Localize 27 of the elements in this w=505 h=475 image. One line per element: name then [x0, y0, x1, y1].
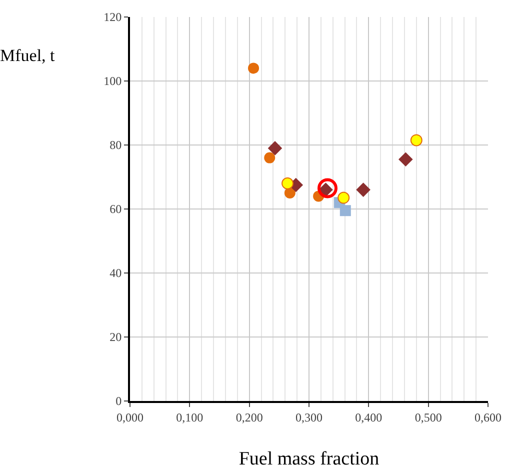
point	[248, 62, 260, 74]
point	[338, 192, 350, 204]
point	[268, 141, 282, 156]
y-tick-label: 100	[104, 74, 122, 88]
y-axis-title: Mfuel, t	[0, 46, 56, 65]
x-tick-label: 0,100	[176, 410, 204, 424]
point	[356, 182, 370, 197]
y-tick-label: 0	[116, 394, 122, 408]
y-tick-label: 40	[110, 266, 122, 280]
y-tick-label: 80	[110, 138, 122, 152]
x-tick-label: 0,300	[296, 410, 322, 424]
y-tick-label: 20	[110, 330, 122, 344]
x-tick-label: 0,000	[116, 410, 144, 424]
point	[284, 188, 296, 198]
x-tick-label: 0,400	[355, 410, 382, 424]
point	[398, 152, 413, 167]
x-tick-label: 0,600	[474, 410, 502, 424]
point	[282, 177, 294, 190]
x-tick-label: 0,500	[414, 410, 442, 424]
y-tick-label: 60	[110, 202, 122, 216]
point	[264, 152, 276, 164]
point	[340, 205, 351, 216]
y-tick-label: 120	[104, 10, 122, 24]
point	[410, 134, 422, 146]
point	[318, 178, 338, 198]
x-axis-title: Fuel mass fraction	[238, 448, 380, 470]
x-tick-label: 0,200	[236, 410, 263, 424]
